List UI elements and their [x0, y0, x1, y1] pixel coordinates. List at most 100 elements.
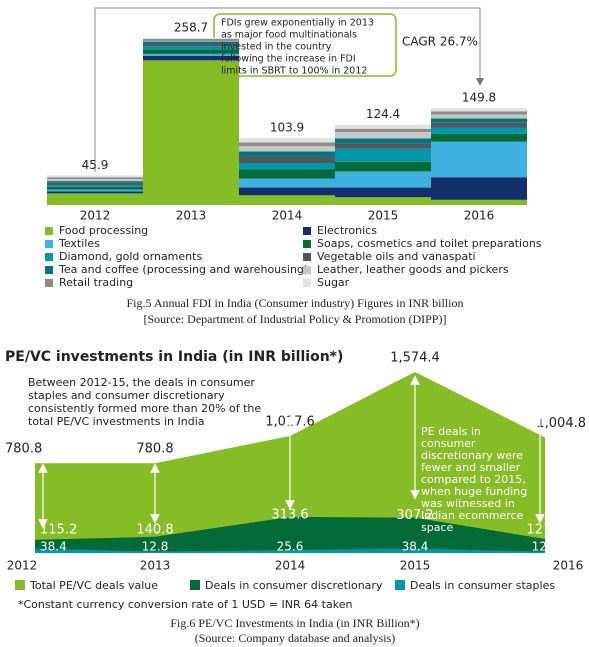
legend-swatch — [45, 240, 53, 248]
x-tick-label: 2012 — [80, 209, 111, 223]
bar-segment — [47, 179, 143, 182]
total-label: 258.7 — [174, 20, 208, 34]
chart-title: PE/VC investments in India (in INR billi… — [5, 349, 343, 365]
bar-segment — [239, 169, 335, 179]
legend-swatch — [45, 266, 53, 274]
bar-segment — [143, 60, 239, 205]
annotation: consumer — [421, 437, 476, 450]
x-tick-label: 2016 — [553, 559, 584, 573]
x-tick-label: 2016 — [464, 209, 495, 223]
bar-segment — [431, 133, 527, 142]
legend-swatch — [45, 279, 53, 287]
value-label: 140.8 — [136, 523, 173, 538]
bar-segment — [335, 128, 431, 133]
legend-label: Diamond, gold ornaments — [59, 250, 202, 263]
legend-label: Soaps, cosmetics and toilet preparations — [317, 237, 542, 250]
annotation: space — [421, 521, 454, 534]
bar-segment — [143, 37, 239, 39]
legend-label: Electronics — [317, 224, 377, 237]
bar-segment — [47, 181, 143, 183]
value-label: 313.6 — [271, 507, 308, 522]
bar-segment — [143, 53, 239, 56]
bar-segment — [431, 108, 527, 112]
x-tick-label: 2013 — [140, 559, 171, 573]
caption: Fig.6 PE/VC Investments in India (in INR… — [170, 616, 419, 630]
annotation: total PE/VC investments in India — [28, 415, 205, 428]
bar-segment — [143, 40, 239, 42]
x-tick-label: 2014 — [272, 209, 303, 223]
source: [Source: Department of Industrial Policy… — [144, 312, 447, 326]
annotation: when huge funding — [421, 485, 527, 498]
bar-segment — [431, 127, 527, 134]
bar-segment — [239, 146, 335, 152]
legend-swatch — [303, 266, 311, 274]
x-tick-label: 2015 — [368, 209, 399, 223]
value-label: 115.2 — [40, 523, 77, 538]
bar-segment — [47, 175, 143, 178]
bar-segment — [335, 197, 431, 205]
annotation: staples and consumer discretionary — [28, 389, 225, 402]
value-label: 12.8 — [532, 540, 559, 554]
legend-label: Vegetable oils and vanaspati — [317, 250, 476, 263]
source: (Source: Company database and analysis) — [195, 631, 396, 645]
value-label: 38.4 — [40, 540, 67, 554]
value-label: 25.6 — [277, 540, 304, 554]
bar-segment — [47, 191, 143, 194]
legend-label: Deals in consumer staples — [410, 579, 555, 592]
legend-swatch — [15, 580, 25, 590]
annotation: compared to 2015, — [421, 473, 526, 486]
total-label: 149.8 — [462, 91, 496, 105]
bar-segment — [335, 132, 431, 139]
bar-segment — [143, 55, 239, 61]
annotation: fewer and smaller — [421, 461, 521, 474]
total-label: 45.9 — [82, 158, 109, 172]
bar-segment — [239, 187, 335, 196]
bar-segment — [335, 138, 431, 144]
annotation: was witnessed in — [421, 497, 515, 510]
bar-segment — [335, 187, 431, 198]
bar-segment — [431, 141, 527, 178]
bar-segment — [239, 142, 335, 147]
bar-segment — [143, 38, 239, 41]
bar-segment — [239, 137, 335, 143]
legend-label: Total PE/VC deals value — [29, 579, 158, 592]
cagr-label: CAGR 26.7% — [402, 35, 478, 49]
legend-label: Retail trading — [59, 276, 133, 289]
bar-segment — [335, 148, 431, 162]
bar-segment — [143, 41, 239, 44]
bar-segment — [47, 182, 143, 185]
legend-label: Leather, leather goods and pickers — [317, 263, 509, 276]
bar-segment — [335, 171, 431, 188]
bar-segment — [431, 114, 527, 119]
value-label: 12.8 — [142, 540, 169, 554]
bar-segment — [431, 122, 527, 128]
bar-segment — [239, 151, 335, 157]
annotation: discretionary were — [421, 449, 523, 462]
bar-segment — [431, 118, 527, 123]
footnote: *Constant currency conversion rate of 1 … — [18, 598, 352, 611]
legend-label: Textiles — [58, 237, 100, 250]
legend-label: Sugar — [317, 276, 350, 289]
legend-swatch — [190, 580, 200, 590]
bar-segment — [47, 177, 143, 180]
legend-swatch — [45, 253, 53, 261]
bar-segment — [431, 111, 527, 115]
bar-segment — [335, 124, 431, 129]
bar-segment — [47, 184, 143, 187]
value-label: 780.8 — [136, 442, 173, 457]
bar-segment — [143, 49, 239, 54]
legend-label: Tea and coffee (processing and warehousi… — [58, 263, 308, 276]
bar-segment — [431, 177, 527, 200]
bar-segment — [239, 195, 335, 205]
legend-swatch — [303, 227, 311, 235]
value-label: 307.2 — [396, 508, 433, 523]
value-label: 38.4 — [402, 540, 429, 554]
legend-swatch — [45, 227, 53, 235]
bar-segment — [431, 199, 527, 205]
annotation: PE deals in — [421, 425, 481, 438]
bar-segment — [335, 161, 431, 172]
total-label: 103.9 — [270, 120, 304, 134]
cagr-arrow — [94, 7, 484, 172]
annotation: as major food multinationals — [221, 30, 357, 41]
